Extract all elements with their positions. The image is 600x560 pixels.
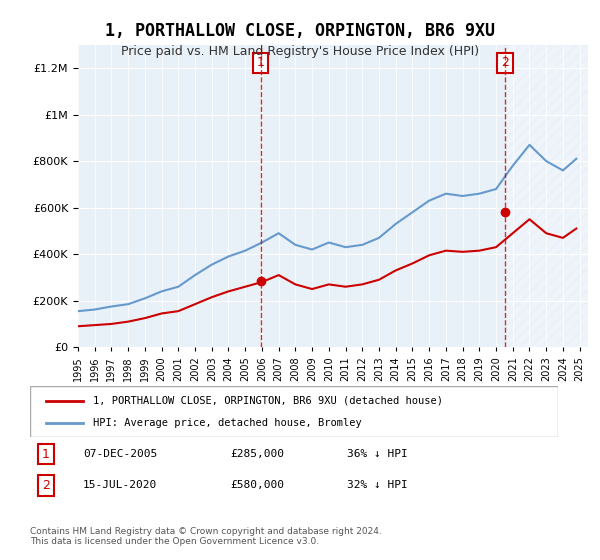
Text: £580,000: £580,000 <box>230 480 284 491</box>
Text: £285,000: £285,000 <box>230 449 284 459</box>
Bar <box>260 45 505 347</box>
Text: 32% ↓ HPI: 32% ↓ HPI <box>347 480 407 491</box>
Text: 07-DEC-2005: 07-DEC-2005 <box>83 449 157 459</box>
Text: 1: 1 <box>257 57 265 69</box>
Bar <box>505 45 588 347</box>
Text: 1, PORTHALLOW CLOSE, ORPINGTON, BR6 9XU: 1, PORTHALLOW CLOSE, ORPINGTON, BR6 9XU <box>105 22 495 40</box>
Text: 2: 2 <box>501 57 509 69</box>
FancyBboxPatch shape <box>30 386 558 437</box>
Text: 36% ↓ HPI: 36% ↓ HPI <box>347 449 407 459</box>
Bar <box>505 45 588 347</box>
Bar <box>78 45 260 347</box>
Text: 2: 2 <box>42 479 50 492</box>
Text: 15-JUL-2020: 15-JUL-2020 <box>83 480 157 491</box>
Text: Contains HM Land Registry data © Crown copyright and database right 2024.
This d: Contains HM Land Registry data © Crown c… <box>30 526 382 546</box>
Text: 1: 1 <box>42 447 50 460</box>
Text: 1, PORTHALLOW CLOSE, ORPINGTON, BR6 9XU (detached house): 1, PORTHALLOW CLOSE, ORPINGTON, BR6 9XU … <box>94 395 443 405</box>
Text: HPI: Average price, detached house, Bromley: HPI: Average price, detached house, Brom… <box>94 418 362 428</box>
Text: Price paid vs. HM Land Registry's House Price Index (HPI): Price paid vs. HM Land Registry's House … <box>121 45 479 58</box>
